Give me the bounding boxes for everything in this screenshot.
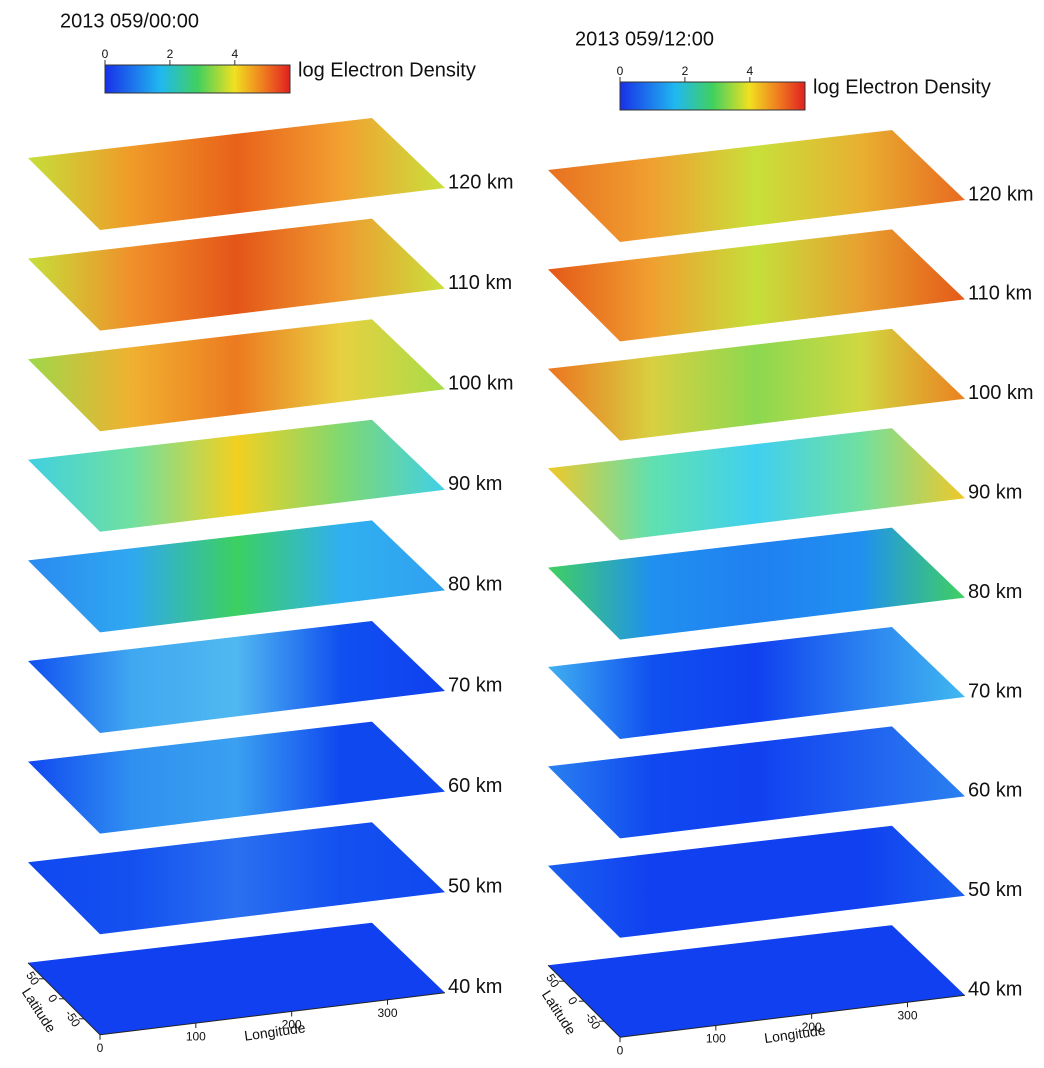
colorbar-label: log Electron Density: [813, 76, 991, 98]
density-slice: [28, 621, 445, 733]
longitude-tick-label: 300: [377, 1006, 397, 1020]
density-slice: [28, 722, 445, 834]
altitude-label: 100 km: [968, 382, 1034, 404]
density-slice: [548, 726, 965, 838]
longitude-tick-label: 0: [97, 1041, 104, 1055]
colorbar-tick-label: 2: [682, 64, 689, 78]
altitude-label: 50 km: [448, 875, 502, 897]
density-slice: [28, 520, 445, 632]
longitude-tick-label: 100: [186, 1029, 206, 1043]
altitude-label: 90 km: [448, 473, 502, 495]
altitude-label: 70 km: [968, 680, 1022, 702]
density-slice: [28, 822, 445, 934]
colorbar: [620, 82, 805, 110]
altitude-label: 120 km: [968, 183, 1034, 205]
altitude-label: 60 km: [448, 775, 502, 797]
longitude-tick-label: 0: [617, 1043, 624, 1057]
density-slice: [548, 528, 965, 640]
density-slice: [548, 229, 965, 341]
colorbar: [105, 65, 290, 93]
altitude-label: 110 km: [968, 283, 1032, 305]
altitude-label: 120 km: [448, 171, 514, 193]
density-slice: [28, 420, 445, 532]
density-slice: [548, 130, 965, 242]
density-slice: [548, 826, 965, 938]
altitude-label: 80 km: [968, 581, 1022, 603]
altitude-label: 90 km: [968, 481, 1022, 503]
altitude-label: 40 km: [448, 976, 502, 998]
longitude-tick-label: 300: [897, 1008, 917, 1022]
colorbar-tick-label: 4: [746, 64, 753, 78]
colorbar-tick-label: 0: [102, 47, 109, 61]
latitude-label: Latitude: [19, 985, 60, 1036]
density-slice: [28, 319, 445, 431]
panel-title: 2013 059/12:00: [575, 28, 714, 50]
colorbar-tick-label: 4: [231, 47, 238, 61]
colorbar-label: log Electron Density: [298, 59, 476, 81]
density-slice: [28, 219, 445, 331]
altitude-label: 60 km: [968, 780, 1022, 802]
latitude-tick-label: 0: [565, 994, 581, 1007]
colorbar-tick-label: 2: [167, 47, 174, 61]
density-slice: [548, 329, 965, 441]
latitude-label: Latitude: [539, 987, 580, 1038]
density-slice: [28, 118, 445, 230]
density-slice: [548, 428, 965, 540]
longitude-label: Longitude: [243, 1019, 306, 1043]
longitude-tick-label: 100: [706, 1032, 726, 1046]
altitude-label: 80 km: [448, 574, 502, 596]
figure: 2013 059/00:00 0 2 4 log Electron Density 120…: [0, 0, 1044, 1068]
altitude-label: 110 km: [448, 272, 512, 294]
altitude-label: 70 km: [448, 674, 502, 696]
latitude-tick-label: 0: [45, 992, 61, 1005]
colorbar-tick-label: 0: [617, 64, 624, 78]
panel-title: 2013 059/00:00: [60, 10, 199, 32]
altitude-label: 100 km: [448, 372, 514, 394]
density-slice: [548, 627, 965, 739]
longitude-label: Longitude: [763, 1022, 826, 1046]
altitude-label: 50 km: [968, 879, 1022, 901]
altitude-label: 40 km: [968, 978, 1022, 1000]
